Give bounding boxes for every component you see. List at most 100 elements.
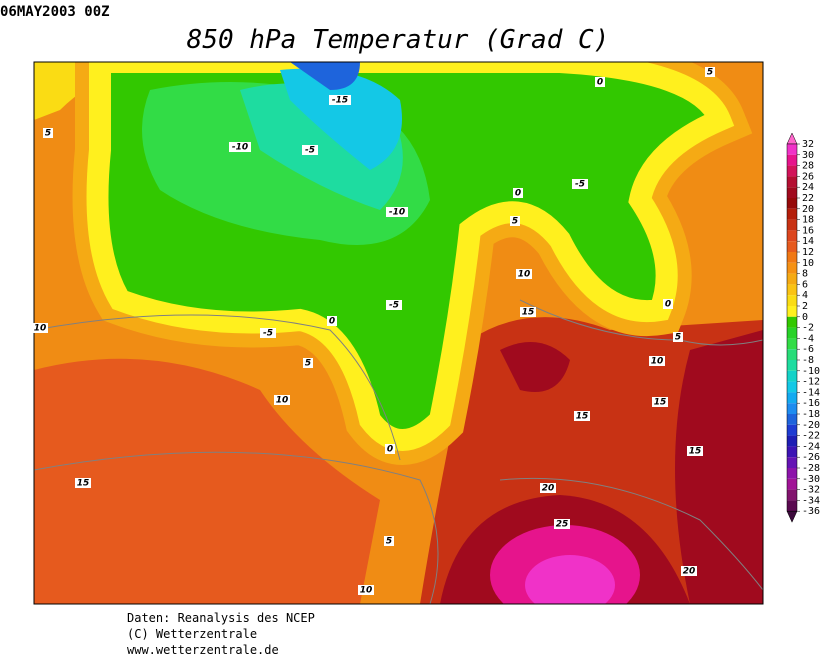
colorbar-band	[787, 165, 797, 177]
colorbar-label: 18	[802, 215, 814, 226]
footer-line: Daten: Reanalysis des NCEP	[127, 611, 315, 625]
colorbar-band	[787, 403, 797, 414]
colorbar-band	[787, 478, 797, 490]
colorbar: 32302826242220181614121086420-2-4-6-8-10…	[786, 132, 820, 523]
contour-label-bg	[649, 356, 665, 366]
colorbar-band	[787, 187, 797, 198]
contour-label: 0	[597, 78, 603, 88]
colorbar-label: -28	[802, 463, 820, 474]
colorbar-label: -34	[802, 495, 820, 506]
colorbar-band	[787, 446, 797, 458]
contour-label-bg	[386, 300, 402, 310]
contour-label-bg	[229, 142, 251, 152]
contour-label-bg	[358, 585, 374, 595]
colorbar-band	[787, 468, 797, 479]
contour-label-bg	[385, 444, 395, 454]
colorbar-label: 32	[802, 139, 814, 150]
colorbar-label: -2	[802, 323, 814, 334]
contour-label-bg	[384, 536, 394, 546]
colorbar-band	[787, 144, 797, 155]
contour-label-bg	[520, 307, 536, 317]
contour-label-bg	[554, 519, 570, 529]
colorbar-band	[787, 424, 797, 436]
colorbar-label: 8	[802, 269, 808, 280]
colorbar-band	[787, 262, 797, 274]
colorbar-label: -6	[802, 344, 814, 355]
colorbar-label: -14	[802, 387, 820, 398]
colorbar-label: -24	[802, 441, 820, 452]
colorbar-band	[787, 154, 797, 166]
colorbar-label: -8	[802, 355, 814, 366]
colorbar-label: 0	[802, 312, 808, 323]
colorbar-label: 16	[802, 225, 814, 236]
colorbar-band	[787, 489, 797, 501]
contour-label: -5	[389, 301, 399, 311]
contour-label: 10	[276, 396, 289, 406]
contour-label-bg	[329, 95, 351, 105]
colorbar-band	[787, 230, 797, 242]
colorbar-band	[787, 241, 797, 252]
colorbar-label: -30	[802, 474, 820, 485]
colorbar-band	[787, 176, 797, 188]
contour-label-bg	[513, 188, 523, 198]
contour-label-bg	[510, 216, 520, 226]
contour-label-bg	[673, 332, 683, 342]
contour-label: 5	[675, 333, 681, 343]
contour-label-bg	[274, 395, 290, 405]
colorbar-label: 22	[802, 193, 814, 204]
contour-label: 15	[77, 479, 90, 489]
contour-label-bg	[652, 397, 668, 407]
colorbar-arrow	[786, 510, 798, 523]
contour-label: 5	[45, 129, 51, 139]
contour-label-bg	[574, 411, 590, 421]
colorbar-band	[787, 284, 797, 296]
colorbar-band	[787, 360, 797, 371]
colorbar-label: 28	[802, 161, 814, 172]
contour-label: 15	[689, 447, 702, 457]
contour-label: 20	[683, 567, 696, 577]
contour-label-bg	[705, 67, 715, 77]
colorbar-label: 2	[802, 301, 808, 312]
colorbar-band	[787, 273, 797, 285]
contour-label-bg	[595, 77, 605, 87]
colorbar-label: -10	[802, 366, 820, 377]
contour-label-bg	[302, 145, 318, 155]
colorbar-label: 10	[802, 258, 814, 269]
contour-label: 10	[360, 586, 373, 596]
contour-label: -5	[305, 146, 315, 156]
colorbar-band	[787, 219, 797, 231]
colorbar-band	[787, 306, 797, 317]
colorbar-label: -20	[802, 420, 820, 431]
colorbar-band	[787, 349, 797, 360]
contour-label: 25	[556, 520, 569, 530]
colorbar-band	[787, 327, 797, 339]
contour-label-bg	[681, 566, 697, 576]
contour-label: 0	[329, 317, 335, 327]
colorbar-band	[787, 252, 797, 263]
contour-label-bg	[540, 483, 556, 493]
colorbar-label: 14	[802, 236, 814, 247]
contour-label: 20	[542, 484, 555, 494]
colorbar-label: 6	[802, 279, 808, 290]
colorbar-label: 4	[802, 290, 808, 301]
footer-line: www.wetterzentrale.de	[127, 643, 279, 656]
colorbar-label: -4	[802, 333, 814, 344]
contour-label: 5	[386, 537, 392, 547]
contour-label: 15	[654, 398, 667, 408]
contour-label-bg	[303, 358, 313, 368]
colorbar-label: 30	[802, 150, 814, 161]
colorbar-label: 20	[802, 204, 814, 215]
contour-label: 0	[515, 189, 521, 199]
colorbar-band	[787, 198, 797, 209]
contour-label: 0	[387, 445, 393, 455]
colorbar-label: -12	[802, 377, 820, 388]
contour-label: 15	[576, 412, 589, 422]
colorbar-arrow	[786, 132, 798, 145]
colorbar-band	[787, 435, 797, 447]
contour-label-bg	[386, 207, 408, 217]
contour-label: 15	[522, 308, 535, 318]
colorbar-band	[787, 392, 797, 404]
contour-label-bg	[32, 323, 48, 333]
colorbar-band	[787, 295, 797, 306]
contour-label: -15	[332, 96, 348, 106]
